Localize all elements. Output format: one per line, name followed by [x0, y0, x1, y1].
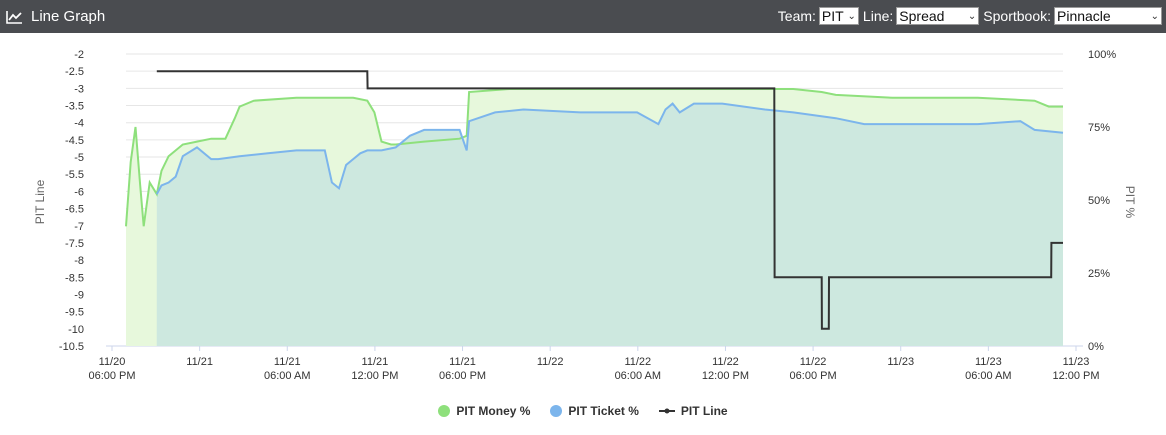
team-select[interactable]: PIT ⌄ [818, 7, 859, 25]
line-label: Line: [862, 8, 894, 24]
x-tick-time: 12:00 PM [702, 370, 749, 382]
y-tick-label: -9 [74, 289, 84, 301]
y2-tick-label: 75% [1088, 122, 1110, 134]
sportbook-select[interactable]: Pinnacle ⌄ [1054, 7, 1162, 25]
ticket-area [156, 103, 1063, 346]
legend-item-ticket[interactable]: PIT Ticket % [550, 404, 639, 418]
chart-areas [126, 89, 1063, 346]
money-line [125, 88, 1063, 227]
y2-tick-label: 25% [1088, 268, 1110, 280]
x-tick-date: 11/23 [975, 356, 1002, 368]
chart-controls: Team: PIT ⌄ Line: Spread ⌄ Sportbook: Pi… [774, 6, 1162, 26]
y-tick-label: -2 [74, 49, 84, 61]
title-wrap: Line Graph [6, 0, 105, 33]
chart-lines [125, 70, 1064, 330]
y-tick-label: -5.5 [65, 169, 84, 181]
line-marker-icon [658, 407, 675, 415]
chevron-down-icon: ⌄ [967, 10, 977, 22]
x-tick-date: 11/21 [186, 356, 213, 368]
y-tick-label: -3.5 [65, 101, 84, 113]
chevron-down-icon: ⌄ [1150, 10, 1159, 22]
y-tick-label: -10 [68, 324, 84, 336]
x-tick-date: 11/22 [624, 356, 651, 368]
y-axis-label: PIT Line [33, 179, 47, 224]
x-tick-time: 06:00 AM [965, 370, 1011, 382]
legend-label-ticket: PIT Ticket % [568, 404, 639, 418]
y2-tick-label: 100% [1088, 49, 1116, 61]
team-select-value: PIT [821, 8, 844, 24]
ticket-dot-icon [550, 405, 563, 417]
y-tick-label: -4 [74, 118, 84, 130]
y-tick-label: -7.5 [65, 238, 84, 250]
chart-title: Line Graph [31, 8, 106, 25]
x-tick-date: 11/21 [274, 356, 301, 368]
y-tick-label: -2.5 [65, 66, 84, 78]
y-tick-label: -4.5 [65, 135, 84, 147]
x-tick-time: 12:00 PM [1052, 370, 1099, 382]
ticket-line [155, 102, 1064, 195]
x-tick-time: 06:00 PM [790, 370, 837, 382]
y-tick-label: -8.5 [65, 272, 84, 284]
line-graph-chart: -2 -2.5 -3 -3.5 -4 -4.5 -5 -5.5 -6 -6.5 -7 -7.5 -8 -8… [33, 49, 1137, 382]
legend-label-money: PIT Money % [456, 404, 531, 418]
chart-legend: PIT Money % PIT Ticket % PIT Line [0, 404, 1166, 418]
legend-item-money[interactable]: PIT Money % [438, 404, 530, 418]
x-tick-date: 11/22 [537, 356, 564, 368]
x-tick-date: 11/23 [887, 356, 914, 368]
y-tick-label: -6 [74, 186, 84, 198]
x-tick-date: 11/23 [1063, 356, 1090, 368]
chevron-down-icon: ⌄ [847, 10, 856, 22]
x-tick-date: 11/22 [800, 356, 827, 368]
x-tick-date: 11/20 [99, 356, 126, 368]
legend-item-line[interactable]: PIT Line [658, 404, 728, 418]
y-tick-label: -8 [74, 255, 84, 267]
line-select[interactable]: Spread ⌄ [896, 7, 980, 25]
y2-axis-label: PIT % [1123, 186, 1137, 219]
x-tick-time: 06:00 PM [88, 370, 135, 382]
x-tick-time: 06:00 AM [264, 370, 310, 382]
y2-axis-ticks: 100% 75% 50% 25% 0% [1088, 49, 1116, 353]
line-chart-icon [6, 10, 22, 24]
y-axis-ticks: -2 -2.5 -3 -3.5 -4 -4.5 -5 -5.5 -6 -6.5 -7 -7.5 -8 -8… [59, 49, 84, 353]
team-label: Team: [777, 8, 816, 24]
chart-header: Line Graph Team: PIT ⌄ Line: Spread ⌄ Sp… [0, 0, 1166, 33]
y-tick-label: -6.5 [65, 204, 84, 216]
x-tick-date: 11/21 [362, 356, 389, 368]
sportbook-label: Sportbook: [983, 8, 1051, 24]
x-tick-time: 12:00 PM [351, 370, 398, 382]
x-tick-time: 06:00 PM [439, 370, 486, 382]
y-tick-label: -10.5 [59, 341, 84, 353]
line-select-value: Spread [899, 8, 945, 24]
x-axis-ticks: 11/20 06:00 PM 11/21 11/21 06:00 AM 11/21 12:0… [88, 346, 1100, 382]
y-tick-label: -7 [74, 221, 84, 233]
y-tick-label: -9.5 [65, 307, 84, 319]
pit-line [156, 70, 1063, 330]
legend-label-line: PIT Line [680, 404, 728, 418]
x-tick-date: 11/22 [712, 356, 739, 368]
y2-tick-label: 0% [1088, 341, 1104, 353]
y-tick-label: -5 [74, 152, 84, 164]
x-tick-date: 11/21 [449, 356, 476, 368]
y-tick-label: -3 [74, 83, 84, 95]
y2-tick-label: 50% [1088, 195, 1110, 207]
money-dot-icon [438, 405, 451, 417]
x-tick-time: 06:00 AM [615, 370, 661, 382]
sportbook-select-value: Pinnacle [1057, 8, 1111, 24]
